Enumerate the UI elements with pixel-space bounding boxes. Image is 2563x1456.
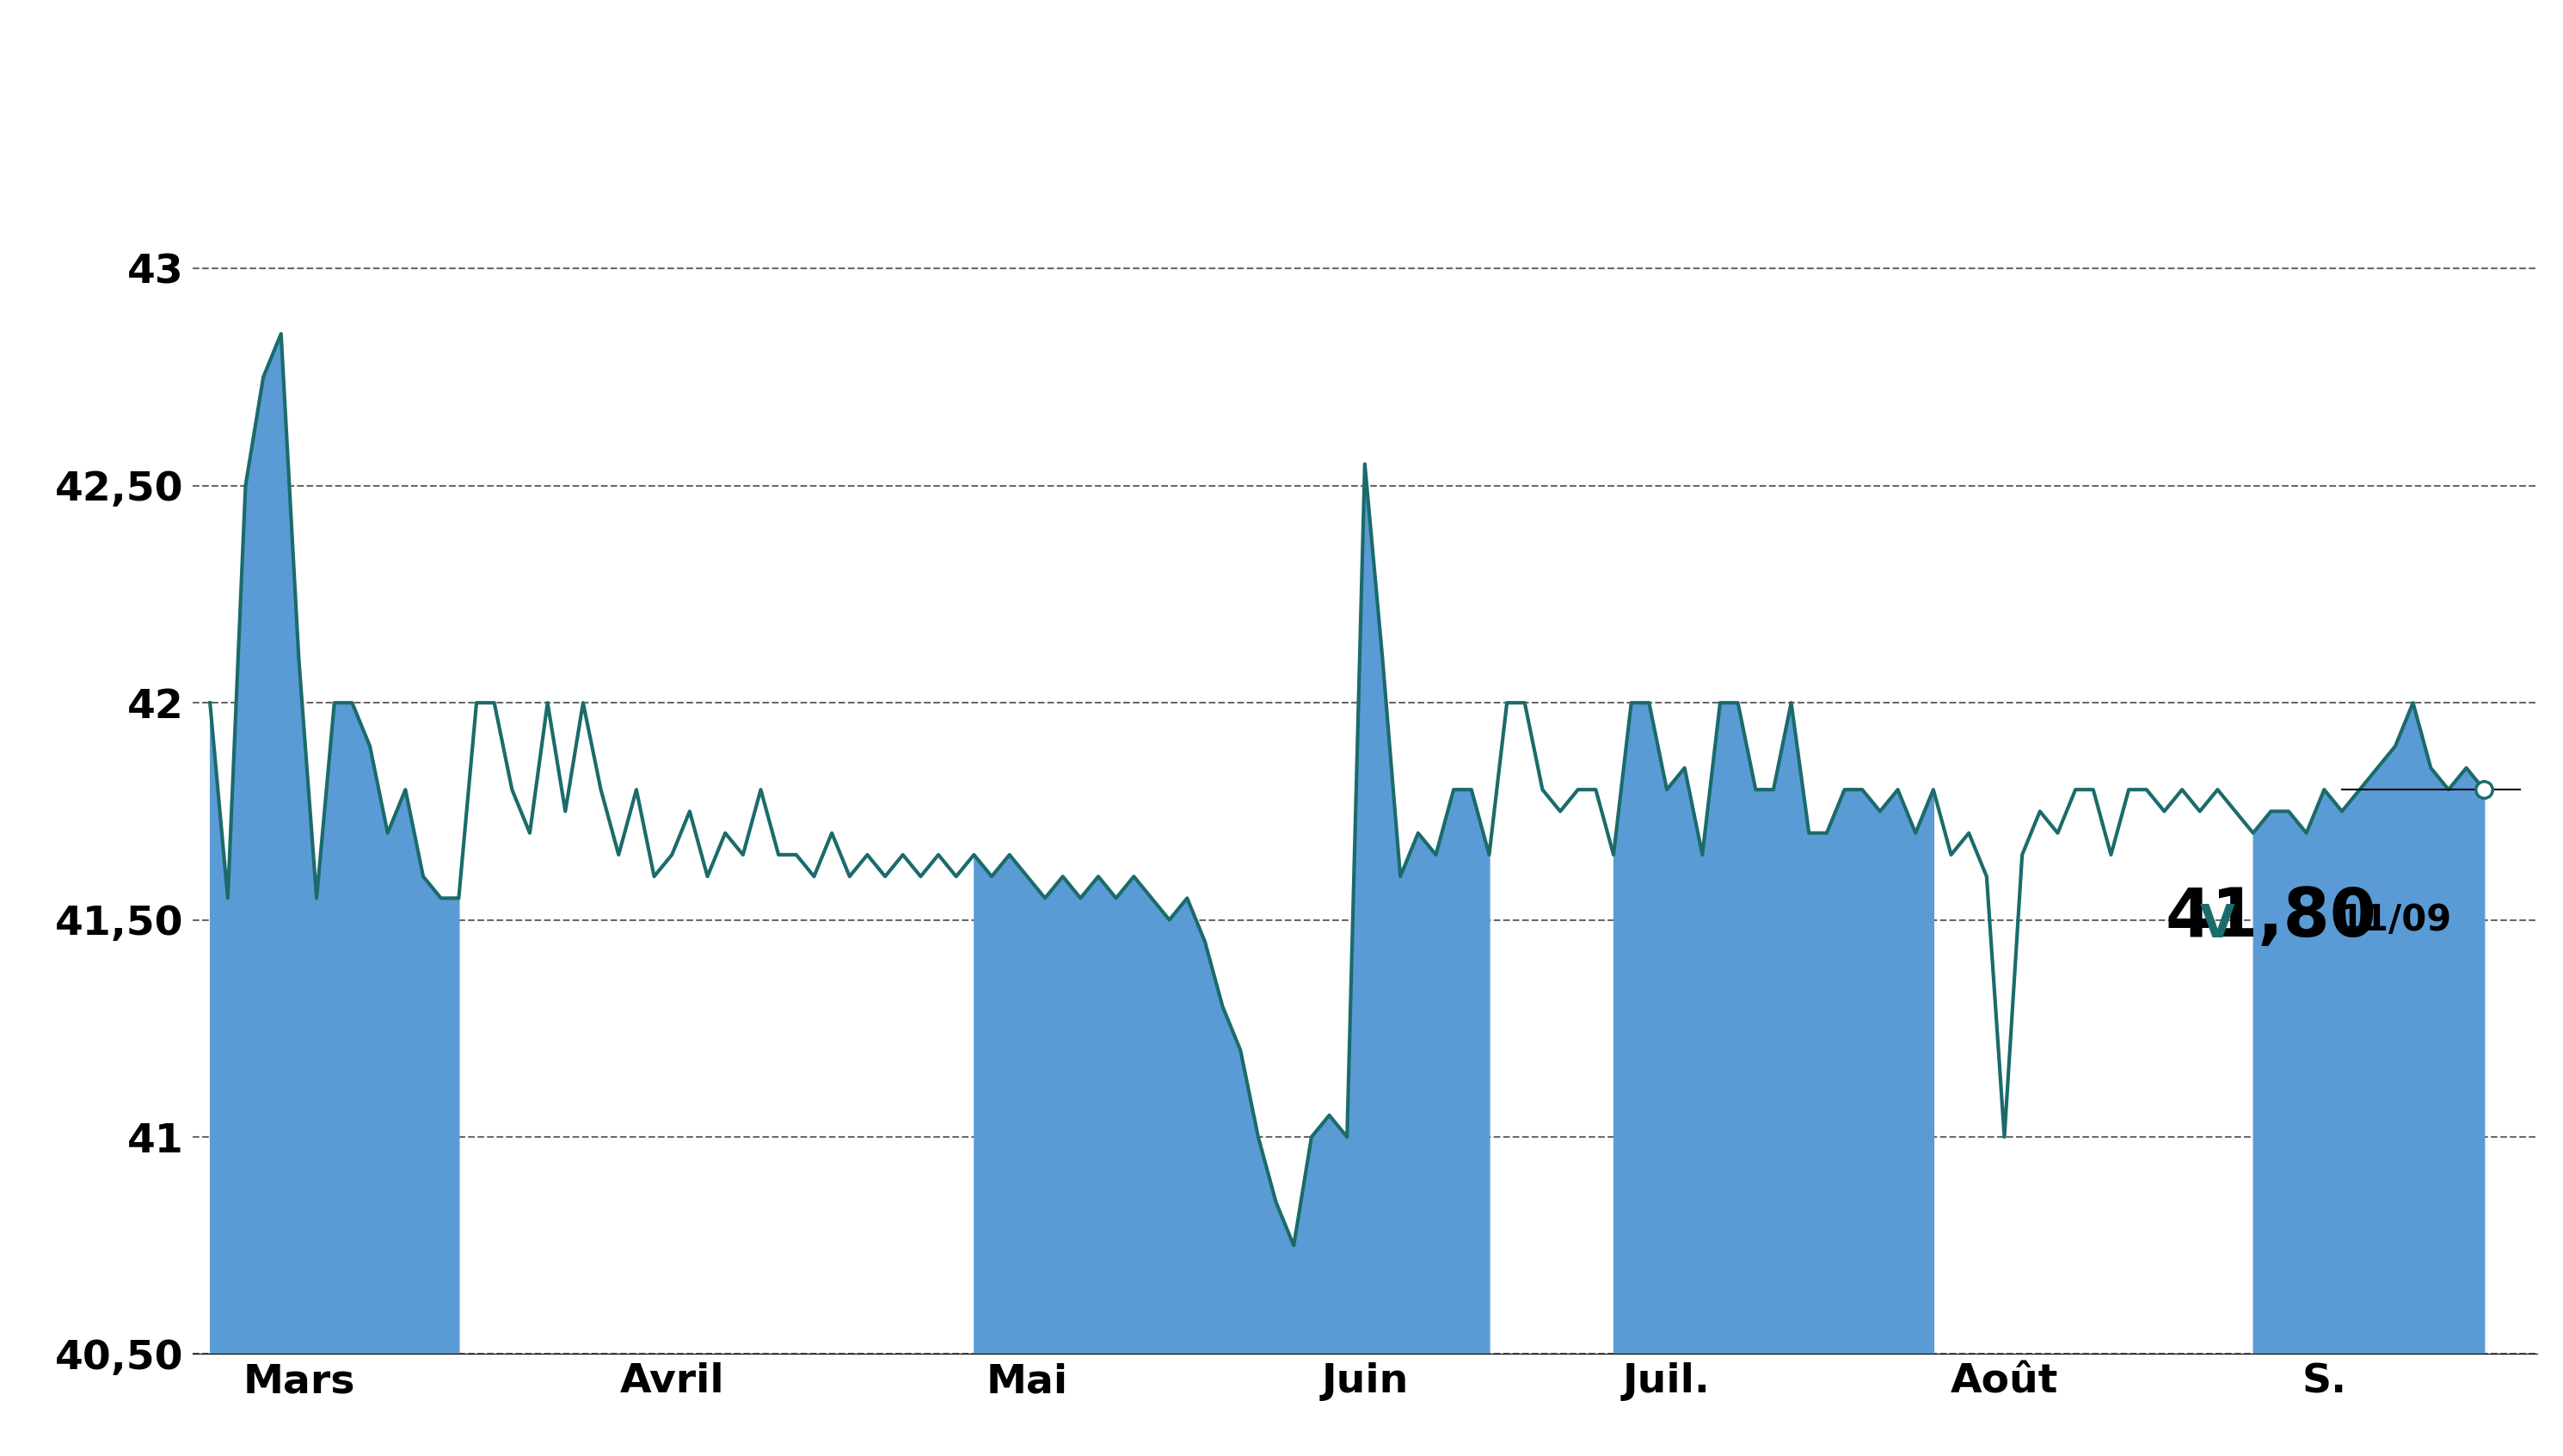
Text: Biotest AG: Biotest AG: [997, 9, 1566, 100]
Text: 11/09: 11/09: [2340, 903, 2453, 939]
Text: 41,80: 41,80: [2166, 885, 2376, 951]
Text: V: V: [2199, 903, 2235, 948]
